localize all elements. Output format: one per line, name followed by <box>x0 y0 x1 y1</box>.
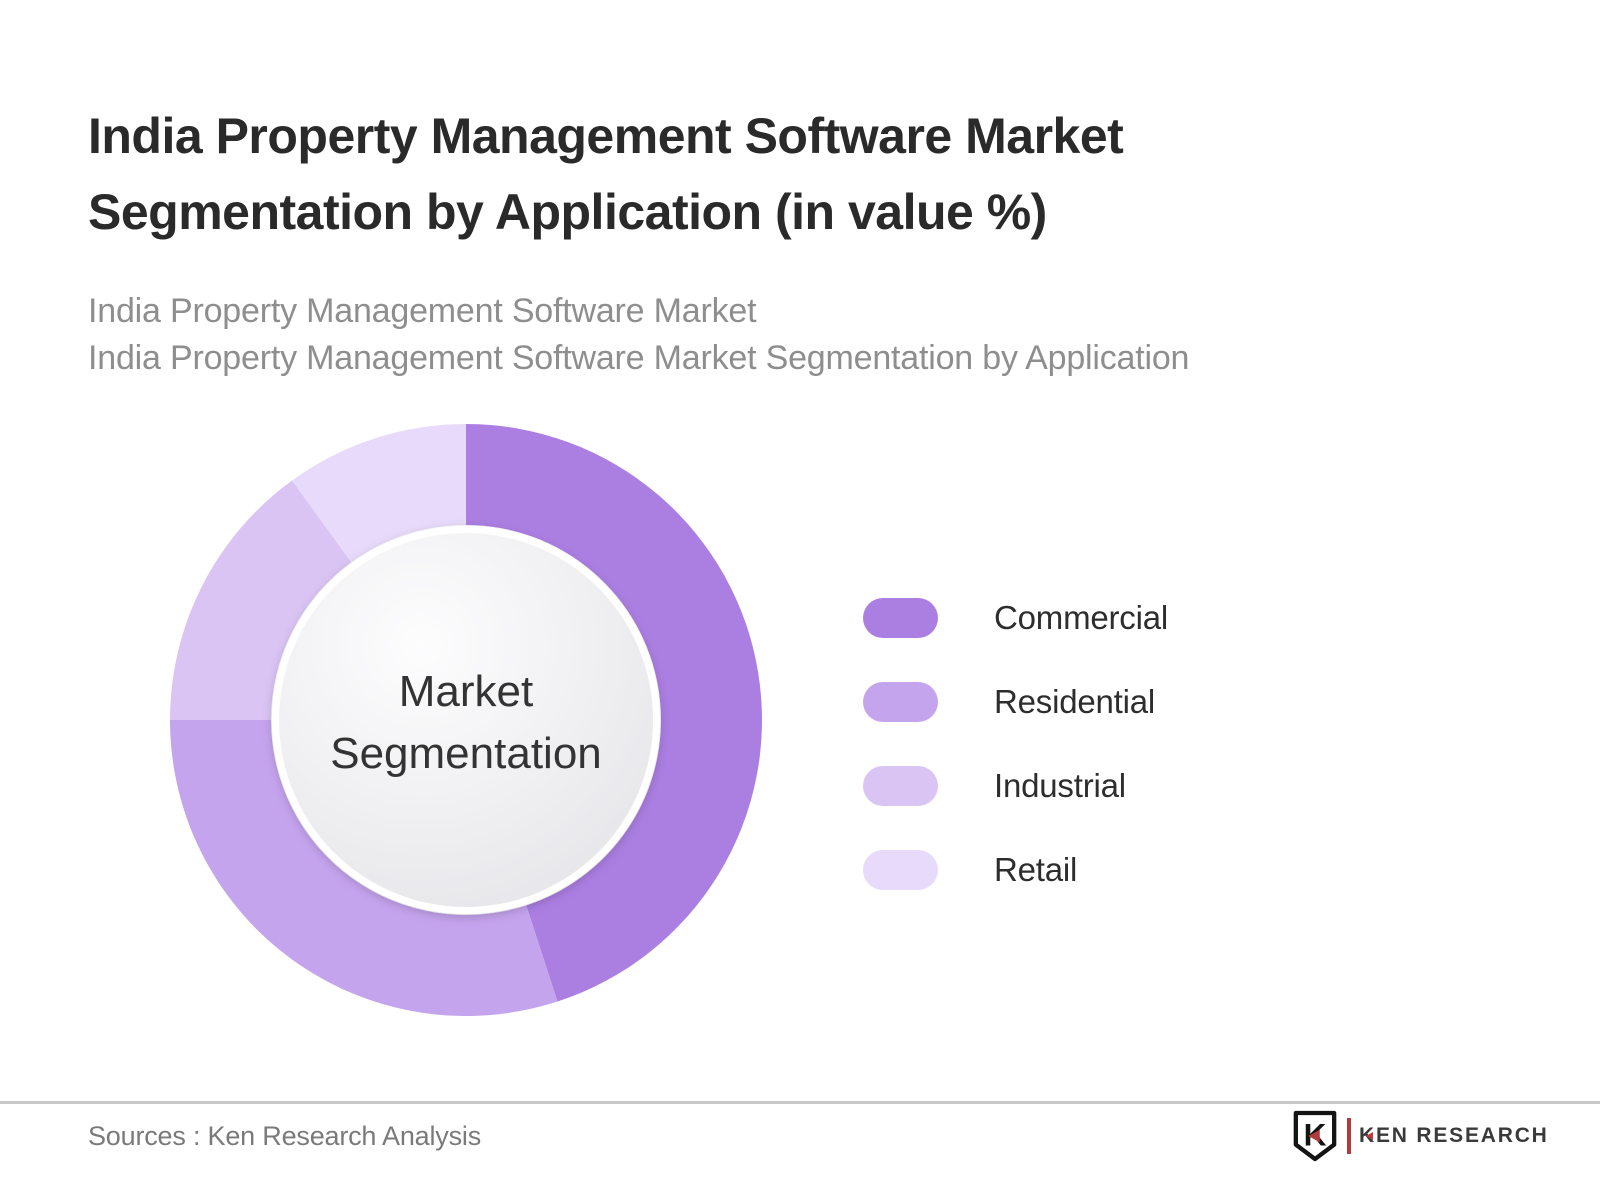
donut-center-label-line1: Market <box>398 667 534 716</box>
footer-divider <box>0 1101 1600 1104</box>
source-note: Sources : Ken Research Analysis <box>88 1121 481 1151</box>
donut-inner-circle <box>279 533 653 907</box>
legend-label-retail: Retail <box>994 851 1078 888</box>
page-title-line1: India Property Management Software Marke… <box>88 107 1124 164</box>
legend-swatch-residential <box>863 682 938 722</box>
legend-item-retail: Retail <box>863 850 1168 890</box>
page-title-line2: Segmentation by Application (in value %) <box>88 183 1047 240</box>
legend-item-industrial: Industrial <box>863 766 1168 806</box>
legend-swatch-industrial <box>863 766 938 806</box>
donut-chart <box>166 420 766 1020</box>
donut-center-label-line2: Segmentation <box>330 729 602 778</box>
page-subtitle-line1: India Property Management Software Marke… <box>88 292 757 330</box>
donut-center-label: Market Segmentation <box>330 661 602 785</box>
legend-label-commercial: Commercial <box>994 599 1169 636</box>
legend-label-industrial: Industrial <box>994 767 1126 804</box>
donut-segments <box>170 424 763 1016</box>
donut-segment-industrial <box>170 480 352 720</box>
logo-text: KEN RESEARCH <box>1359 1124 1549 1147</box>
ken-research-logo: K KEN RESEARCH <box>1292 1108 1549 1164</box>
legend-item-residential: Residential <box>863 682 1168 722</box>
page-title: India Property Management Software Marke… <box>88 98 1388 250</box>
donut-segment-commercial <box>466 424 763 1002</box>
legend-swatch-commercial <box>863 598 938 638</box>
donut-segment-residential <box>170 720 558 1016</box>
logo-divider-bar <box>1347 1118 1351 1154</box>
page-subtitle: India Property Management Software Marke… <box>88 288 1508 382</box>
legend-label-residential: Residential <box>994 683 1156 720</box>
chart-legend: Commercial Residential Industrial Retail <box>863 598 1168 934</box>
ken-research-shield-icon: K <box>1293 1110 1337 1162</box>
logo-k-wedge <box>1366 1132 1373 1140</box>
donut-svg <box>170 424 763 1016</box>
legend-item-commercial: Commercial <box>863 598 1168 638</box>
legend-swatch-retail <box>863 850 938 890</box>
page-subtitle-line2: India Property Management Software Marke… <box>88 339 1190 377</box>
donut-segment-retail <box>292 424 466 563</box>
